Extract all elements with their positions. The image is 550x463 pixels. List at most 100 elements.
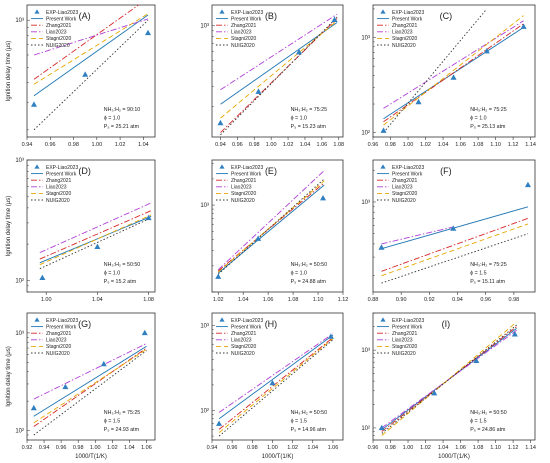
legend-item-exp-liao2023: EXP-Liao2023 — [34, 9, 78, 16]
chart-panel-f: 0.88 0.90 0.92 0.94 0.96 0.98 10³ (F) EXP-Liao20… — [361, 159, 536, 303]
y-axis-label: Ignition delay time (μs) — [6, 346, 12, 406]
series-line-zhang2021 — [220, 18, 338, 133]
legend-item-present-work: Present Work — [377, 324, 423, 330]
condition-annotation: NH₃:H₂ = 90:10 — [104, 107, 141, 113]
series-line-nuig2020 — [217, 178, 325, 275]
x-tick-label: 1.04 — [238, 297, 249, 303]
legend-marker — [34, 317, 40, 322]
series-line-stagni2020 — [381, 321, 517, 436]
legend-item-nuig2020: NUIG2020 — [216, 351, 255, 357]
legend-label: EXP-Liao2023 — [231, 165, 263, 171]
condition-annotation: ϕ = 1.5 — [104, 419, 120, 425]
legend-label: Zhang2021 — [392, 23, 418, 29]
exp-data-point — [100, 360, 107, 367]
x-tick-label: 1.06 — [141, 445, 152, 451]
legend-label: Present Work — [46, 16, 77, 22]
x-tick-label: 1.12 — [508, 142, 519, 148]
legend-item-zhang2021: Zhang2021 — [377, 331, 418, 337]
condition-annotation: NH₃:H₂ = 75:25 — [291, 107, 328, 113]
legend-label: Present Work — [231, 16, 262, 22]
legend-item-zhang2021: Zhang2021 — [216, 23, 257, 29]
exp-data-point — [39, 274, 46, 280]
x-tick-label: 1.00 — [41, 297, 52, 303]
x-tick-label: 1.02 — [213, 297, 224, 303]
x-tick-label: 1.04 — [92, 297, 103, 303]
legend-item-present-work: Present Work — [377, 16, 423, 22]
legend-marker — [380, 164, 386, 169]
legend-label: Liao2023 — [392, 338, 413, 344]
series-line-stagni2020 — [39, 214, 152, 266]
y-tick-label: 10³ — [15, 18, 24, 24]
condition-annotation: P₅ = 15.23 atm — [291, 124, 327, 130]
condition-annotation: ϕ = 1.0 — [104, 116, 120, 122]
legend-item-liao2023: Liao2023 — [216, 30, 252, 36]
exp-data-point — [331, 16, 338, 22]
y-tick-label: 10³ — [200, 203, 209, 209]
legend-item-present-work: Present Work — [216, 16, 262, 22]
legend-item-liao2023: Liao2023 — [216, 338, 252, 344]
legend-label: NUIG2020 — [46, 351, 70, 357]
legend-label: NUIG2020 — [392, 198, 416, 204]
legend-marker — [380, 9, 386, 14]
legend-item-zhang2021: Zhang2021 — [31, 23, 72, 29]
legend-item-zhang2021: Zhang2021 — [31, 331, 72, 337]
legend-label: Present Work — [231, 324, 262, 330]
exp-data-point — [269, 379, 276, 386]
x-tick-label: 1.02 — [420, 142, 431, 148]
legend-item-zhang2021: Zhang2021 — [216, 178, 257, 184]
x-tick-label: 1.08 — [473, 445, 484, 451]
legend-label: EXP-Liao2023 — [46, 165, 78, 171]
legend-label: NUIG2020 — [46, 198, 70, 204]
x-axis-label: 1000/T(1/K) — [262, 454, 294, 460]
x-tick-label: 0.92 — [424, 297, 435, 303]
exp-data-point — [450, 225, 457, 231]
series-line-liao2023 — [220, 13, 338, 91]
series-line-present-work — [33, 345, 147, 417]
panel-label: (F) — [440, 166, 452, 176]
x-tick-label: 1.14 — [525, 142, 536, 148]
series-line-present-work — [217, 184, 325, 274]
x-tick-label: 1.02 — [115, 142, 126, 148]
legend-item-nuig2020: NUIG2020 — [31, 198, 70, 204]
legend-item-present-work: Present Work — [216, 171, 262, 177]
exp-data-point — [524, 181, 531, 188]
series-line-present-work — [220, 22, 338, 105]
legend-item-zhang2021: Zhang2021 — [216, 331, 257, 337]
plot-frame — [26, 312, 156, 441]
panel-label: (I) — [442, 319, 451, 329]
legend-item-nuig2020: NUIG2020 — [31, 43, 70, 49]
x-tick-label: 1.04 — [300, 142, 311, 148]
x-tick-label: 0.98 — [385, 445, 396, 451]
legend-item-present-work: Present Work — [31, 171, 77, 177]
series-line-nuig2020 — [381, 233, 529, 284]
x-tick-label: 1.10 — [313, 297, 324, 303]
series-line-stagni2020 — [383, 15, 524, 126]
exp-data-point — [62, 383, 69, 390]
exp-data-point — [215, 273, 222, 279]
y-tick-label: 10³ — [361, 200, 370, 206]
legend-marker — [34, 9, 40, 14]
legend-label: EXP-Liao2023 — [392, 165, 424, 171]
legend-item-nuig2020: NUIG2020 — [377, 43, 416, 49]
panel-label: (E) — [265, 166, 277, 176]
x-tick-label: 1.08 — [333, 142, 344, 148]
plot-frame — [211, 312, 344, 441]
chart-panel-d: 1.00 1.04 1.08 10² 10³ Ignition delay time (μ… — [6, 158, 156, 303]
legend-item-exp-liao2023: EXP-Liao2023 — [219, 9, 263, 16]
exp-data-point — [415, 98, 422, 105]
legend-label: Present Work — [392, 324, 423, 330]
legend-marker — [34, 164, 40, 169]
x-tick-label: 0.98 — [249, 142, 260, 148]
legend-item-exp-liao2023: EXP-Liao2023 — [219, 317, 263, 324]
legend-item-present-work: Present Work — [377, 171, 423, 177]
y-tick-label: 10³ — [200, 23, 209, 29]
legend-label: Stagni2020 — [46, 36, 72, 42]
y-axis-label: Ignition delay time (μs) — [6, 41, 12, 101]
y-tick-label: 10² — [361, 426, 370, 432]
x-tick-label: 1.12 — [338, 297, 349, 303]
series-line-present-work — [39, 215, 152, 264]
legend-item-nuig2020: NUIG2020 — [31, 351, 70, 357]
x-tick-label: 1.00 — [266, 142, 277, 148]
exp-data-point — [378, 244, 385, 250]
x-tick-label: 0.92 — [22, 445, 33, 451]
